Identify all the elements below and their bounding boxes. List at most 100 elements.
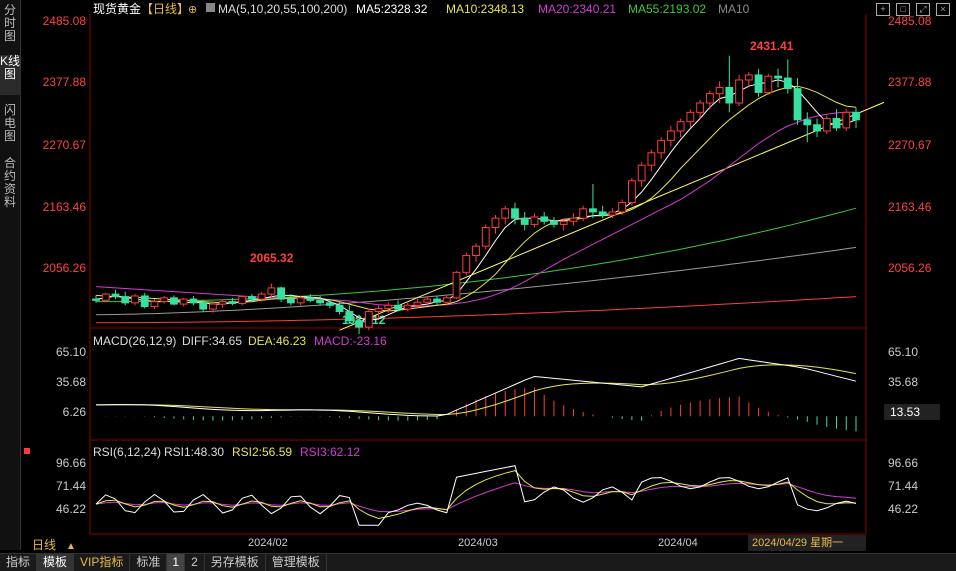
add-icon[interactable]: + <box>876 3 890 16</box>
y-tick-right: 2485.08 <box>888 14 932 28</box>
tab-save-template[interactable]: 另存模板 <box>205 554 266 571</box>
macd-dea: DEA:46.23 <box>248 334 306 348</box>
candle-body <box>676 121 685 132</box>
candle-body <box>481 227 490 247</box>
y-tick: 2163.46 <box>43 200 87 214</box>
candle-body <box>374 307 383 313</box>
y-tick: 71.44 <box>56 479 86 493</box>
trend-line <box>339 101 885 331</box>
candle-body <box>764 75 773 93</box>
main-y-axis: 2485.08 2377.88 2270.67 2163.46 2056.26 … <box>43 14 932 275</box>
candle-body <box>783 77 792 90</box>
candle-body <box>355 320 363 328</box>
candle-body <box>705 93 714 104</box>
candle-body <box>647 152 656 166</box>
candle-body <box>559 220 568 225</box>
tab-lightning[interactable]: 闪电图 <box>3 103 16 143</box>
y-tick: 96.66 <box>56 456 86 470</box>
candle-body <box>774 75 782 79</box>
candle-body <box>627 180 636 204</box>
candle-body <box>209 303 217 310</box>
candle-body <box>462 255 471 273</box>
candle-body <box>589 208 597 213</box>
candle-body <box>296 297 305 304</box>
candle-body <box>813 124 821 132</box>
ma20-line <box>95 111 856 308</box>
tab-indicators[interactable]: 指标 <box>0 554 38 571</box>
cursor-date: 2024/04/29 星期一 <box>752 536 843 549</box>
rsi3: RSI3:62.12 <box>300 445 360 459</box>
candle-body <box>316 299 325 304</box>
ma200-line <box>95 296 857 324</box>
candle-body <box>277 287 286 300</box>
candle-body <box>335 304 344 313</box>
tab-standard[interactable]: 标准 <box>130 554 168 571</box>
tab-manage-templates[interactable]: 管理模板 <box>266 554 327 571</box>
candle-body <box>666 130 675 141</box>
candle-body <box>199 302 208 310</box>
candle-body <box>286 298 295 304</box>
y-tick: 35.68 <box>56 375 86 389</box>
date-tick: 2024/02 <box>248 537 288 549</box>
candle-body <box>852 111 860 121</box>
ma55-label: MA55:2193.02 <box>628 2 706 16</box>
tab-kline[interactable]: K线图 <box>0 55 20 95</box>
candle-body <box>92 298 100 301</box>
tab-time-sharing[interactable]: 分时图 <box>3 3 16 43</box>
tab-vip-indicators[interactable]: VIP指标 <box>74 554 131 571</box>
candle-body <box>803 119 812 126</box>
candle-body <box>140 295 149 308</box>
candle-body <box>384 304 393 309</box>
window-icon[interactable]: □ <box>896 3 910 16</box>
rsi2: RSI2:56.59 <box>232 445 292 459</box>
left-tab-bar: 分时图 K线图 闪电图 合约资料 <box>0 0 21 550</box>
candle-body <box>540 216 549 222</box>
instrument-title: 现货黄金 <box>93 1 141 16</box>
ma10-label: MA10:2348.13 <box>446 2 524 16</box>
tab-page-2[interactable]: 2 <box>185 554 205 571</box>
y-tick-right: 46.22 <box>888 502 918 516</box>
y-tick: 2056.26 <box>43 261 87 275</box>
period-selector[interactable]: 日线 <box>32 538 56 552</box>
candle-body <box>218 301 227 305</box>
candle-body <box>520 217 529 225</box>
y-tick-right: 2377.88 <box>888 75 932 89</box>
candle-body <box>491 217 500 229</box>
close-icon[interactable]: × <box>936 3 950 16</box>
tab-page-1[interactable]: 1 <box>167 554 186 571</box>
annotation-high-apr: 2431.41 <box>750 39 794 53</box>
candle-body <box>131 295 139 304</box>
kline-chart[interactable]: 现货黄金 【日线】 ⊕ MA(5,10,20,55,100,200) MA5:2… <box>20 0 956 552</box>
y-tick: 2270.67 <box>43 138 87 152</box>
target-icon[interactable]: ⊕ <box>188 4 197 16</box>
candle-body <box>423 298 432 303</box>
rsi-dot-icon <box>24 448 30 454</box>
y-tick: 6.26 <box>63 405 87 419</box>
candle-body <box>394 304 402 310</box>
date-tick: 2024/04 <box>658 537 698 549</box>
candle-body <box>696 102 705 113</box>
candle-body <box>842 111 851 129</box>
period-arrow-icon[interactable]: ▲ <box>66 541 76 552</box>
rsi1-line <box>95 465 857 526</box>
candle-body <box>121 296 130 304</box>
candle-body <box>598 211 607 216</box>
candle-body <box>257 293 266 300</box>
expand-icon[interactable]: ⤢ <box>916 3 930 16</box>
candle-body <box>637 164 646 182</box>
tab-templates[interactable]: 模板 <box>37 554 75 571</box>
candle-body <box>832 118 841 129</box>
tab-contract-info[interactable]: 合约资料 <box>3 156 16 209</box>
candle-body <box>228 301 237 304</box>
settings-icon[interactable] <box>206 3 215 12</box>
candle-body <box>442 297 451 303</box>
candle-body <box>686 111 695 123</box>
macd-y-axis: 65.10 35.68 6.26 65.10 35.68 13.53 <box>56 345 940 420</box>
candle-body <box>744 74 753 81</box>
y-tick-right: 2270.67 <box>888 138 932 152</box>
rsi-spec: RSI(6,12,24) <box>93 445 161 459</box>
macd-spec: MACD(26,12,9) <box>93 334 176 348</box>
candle-body <box>501 208 510 219</box>
window-controls: + □ ⤢ × <box>876 3 950 16</box>
ma-spec: MA(5,10,20,55,100,200) <box>218 2 347 16</box>
